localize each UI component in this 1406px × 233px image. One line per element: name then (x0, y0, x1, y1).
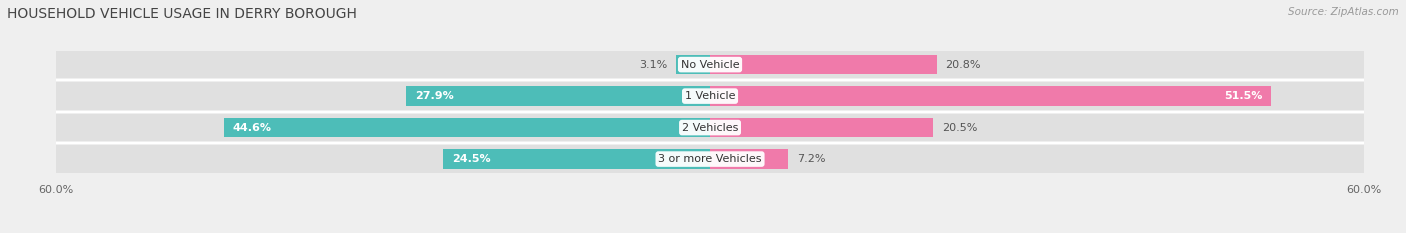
Text: 2 Vehicles: 2 Vehicles (682, 123, 738, 133)
Bar (56, 114, 1364, 141)
Bar (224, 118, 710, 137)
Text: 24.5%: 24.5% (451, 154, 491, 164)
Bar (56, 82, 1364, 110)
Text: Source: ZipAtlas.com: Source: ZipAtlas.com (1288, 7, 1399, 17)
Text: 1 Vehicle: 1 Vehicle (685, 91, 735, 101)
Bar (56, 145, 1364, 173)
Bar (443, 149, 710, 169)
Text: 51.5%: 51.5% (1225, 91, 1263, 101)
Text: 20.8%: 20.8% (945, 60, 981, 70)
Text: No Vehicle: No Vehicle (681, 60, 740, 70)
Bar (406, 86, 710, 106)
Bar (710, 118, 934, 137)
Text: HOUSEHOLD VEHICLE USAGE IN DERRY BOROUGH: HOUSEHOLD VEHICLE USAGE IN DERRY BOROUGH (7, 7, 357, 21)
Bar (710, 55, 936, 74)
Bar (710, 149, 789, 169)
Text: 44.6%: 44.6% (233, 123, 271, 133)
Bar (676, 55, 710, 74)
Bar (56, 51, 1364, 78)
Bar (710, 86, 1271, 106)
Text: 7.2%: 7.2% (797, 154, 825, 164)
Text: 27.9%: 27.9% (415, 91, 454, 101)
Text: 3.1%: 3.1% (640, 60, 668, 70)
Text: 3 or more Vehicles: 3 or more Vehicles (658, 154, 762, 164)
Text: 20.5%: 20.5% (942, 123, 977, 133)
